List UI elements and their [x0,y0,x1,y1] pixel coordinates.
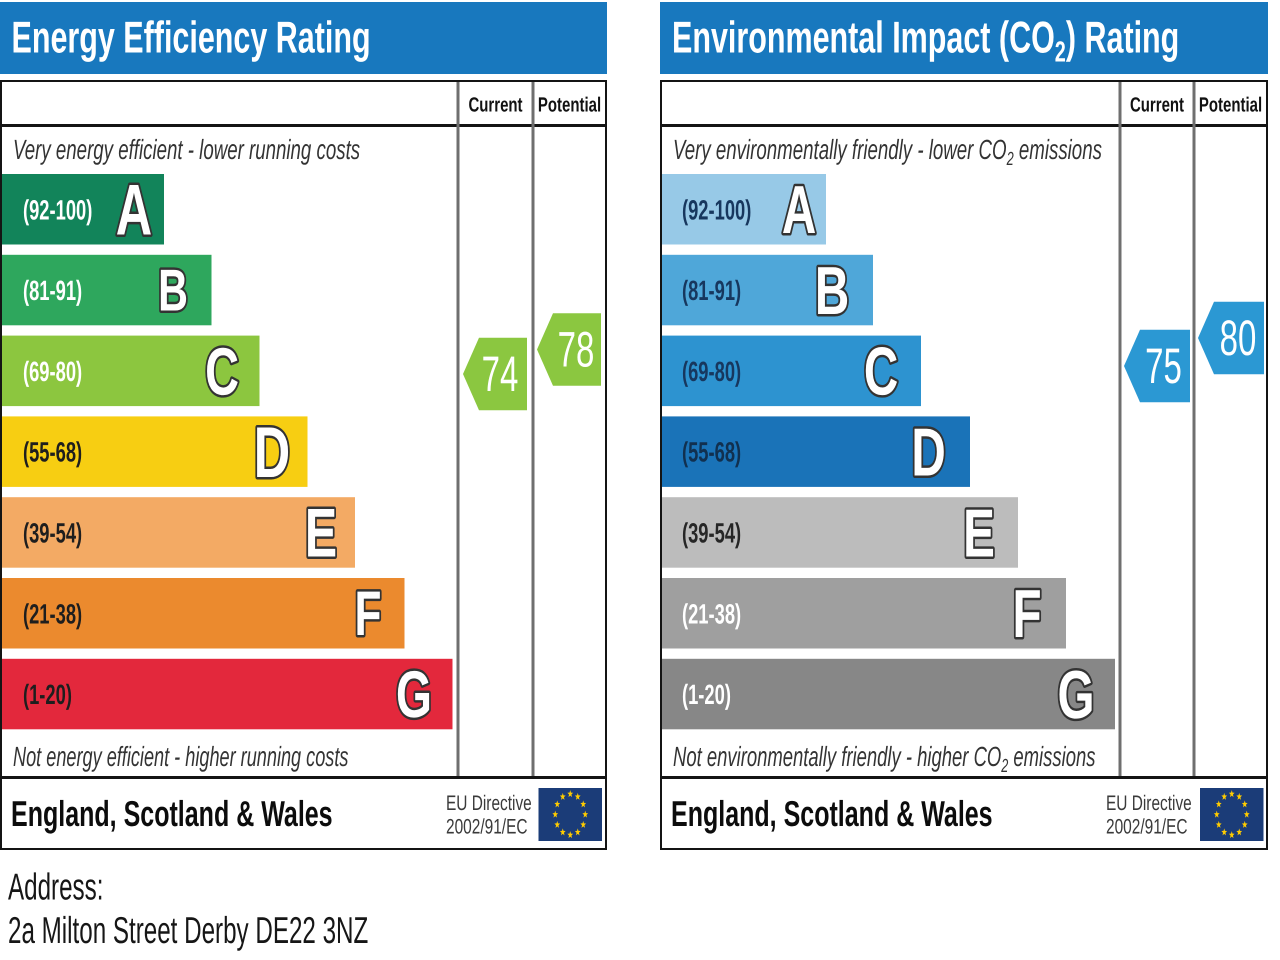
svg-text:(55-68): (55-68) [23,437,82,468]
svg-text:(69-80): (69-80) [23,356,82,387]
svg-text:B: B [815,253,849,329]
svg-text:Current: Current [468,94,522,117]
svg-text:E: E [305,495,337,572]
svg-text:75: 75 [1145,338,1182,394]
svg-text:2a Milton Street Derby DE22 3N: 2a Milton Street Derby DE22 3NZ [8,909,368,951]
svg-text:D: D [254,413,290,493]
svg-text:(92-100): (92-100) [682,194,751,225]
svg-text:(55-68): (55-68) [682,437,741,468]
svg-text:EU Directive: EU Directive [1106,792,1192,815]
svg-text:Environmental Impact (CO2) Rat: Environmental Impact (CO2) Rating [672,14,1179,69]
svg-text:78: 78 [558,322,595,378]
svg-text:Energy Efficiency Rating: Energy Efficiency Rating [12,14,371,63]
svg-text:F: F [355,579,382,649]
svg-text:(81-91): (81-91) [682,275,741,306]
svg-text:(21-38): (21-38) [682,598,741,629]
svg-text:Address:: Address: [8,866,103,908]
svg-text:Very environmentally friendly: Very environmentally friendly - lower CO… [673,134,1102,170]
svg-text:G: G [1057,657,1094,733]
svg-text:74: 74 [482,346,519,402]
svg-text:Not energy efficient - higher: Not energy efficient - higher running co… [13,741,349,772]
svg-text:80: 80 [1220,310,1257,366]
svg-text:Current: Current [1130,94,1184,117]
svg-text:EU Directive: EU Directive [446,792,532,815]
svg-text:(81-91): (81-91) [23,275,82,306]
svg-text:Very energy efficient - lower: Very energy efficient - lower running co… [13,134,360,165]
svg-text:2002/91/EC: 2002/91/EC [446,816,528,839]
svg-text:Not environmentally friendly -: Not environmentally friendly - higher CO… [673,741,1096,777]
svg-text:(21-38): (21-38) [23,598,82,629]
svg-text:A: A [116,171,152,251]
svg-text:D: D [911,414,945,490]
svg-text:2002/91/EC: 2002/91/EC [1106,816,1188,839]
svg-text:(39-54): (39-54) [23,517,82,548]
svg-text:(92-100): (92-100) [23,194,92,225]
svg-text:(1-20): (1-20) [682,679,731,710]
svg-text:F: F [1012,576,1041,652]
svg-text:Potential: Potential [1199,94,1262,117]
svg-text:G: G [396,657,432,731]
svg-text:A: A [782,172,816,248]
svg-text:(39-54): (39-54) [682,517,741,548]
svg-text:E: E [963,495,995,571]
svg-text:Potential: Potential [538,94,601,117]
svg-text:England, Scotland & Wales: England, Scotland & Wales [11,793,333,834]
svg-text:B: B [158,258,188,324]
svg-text:C: C [205,334,239,409]
svg-text:C: C [864,334,898,410]
svg-text:(69-80): (69-80) [682,356,741,387]
svg-text:(1-20): (1-20) [23,679,72,710]
svg-text:England, Scotland & Wales: England, Scotland & Wales [671,793,993,834]
